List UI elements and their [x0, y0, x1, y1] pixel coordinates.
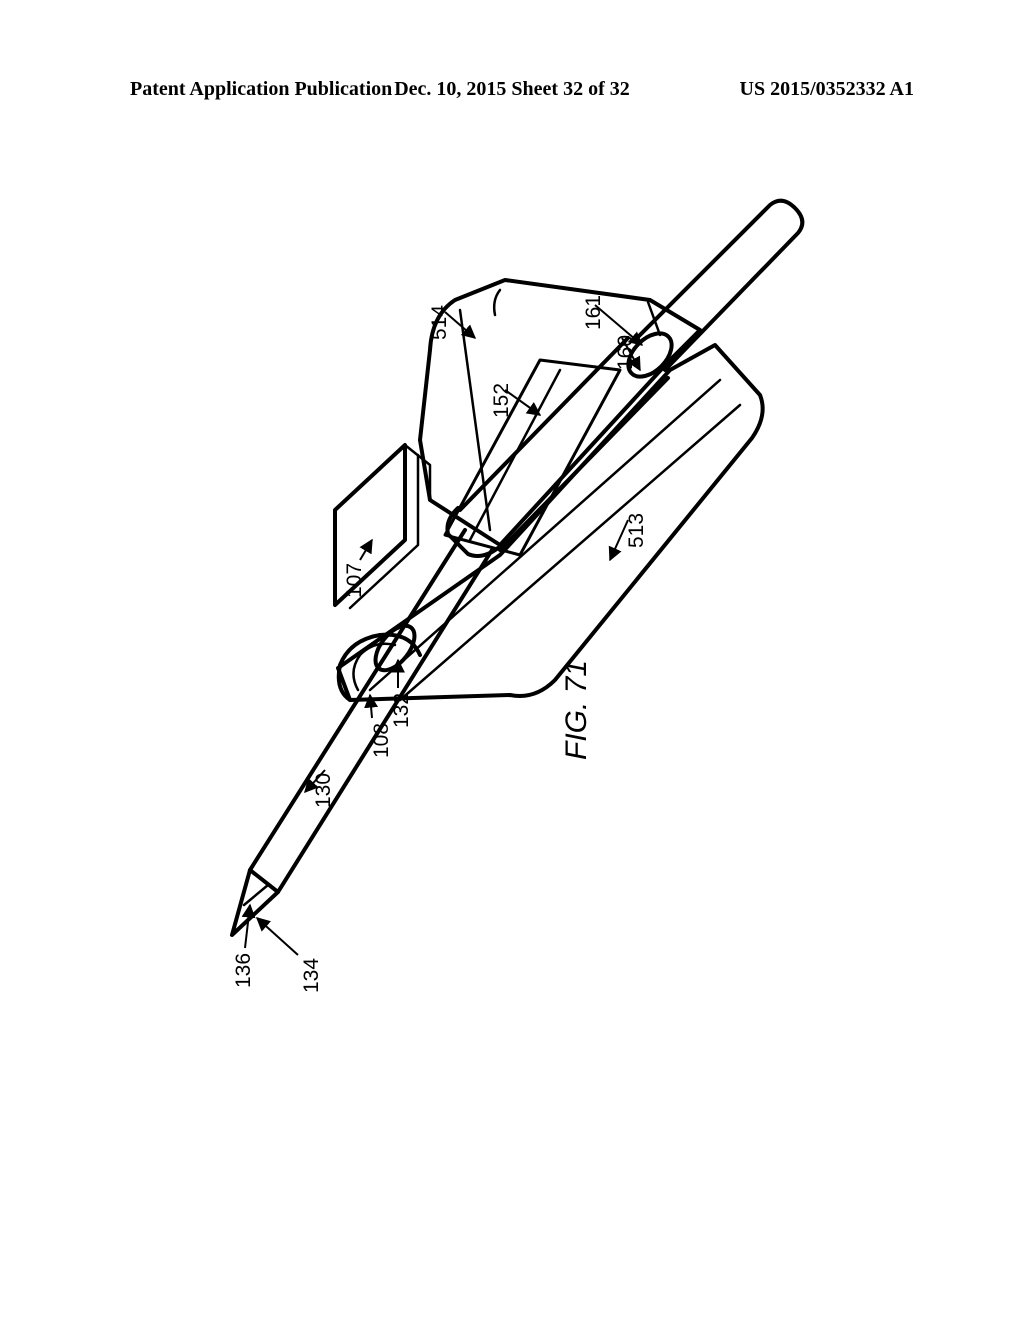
ref-160: 160	[614, 335, 638, 370]
ref-107: 107	[343, 563, 367, 598]
ref-514: 514	[428, 305, 452, 340]
ref-108: 108	[370, 723, 394, 758]
ref-130: 130	[312, 773, 336, 808]
ref-161: 161	[582, 295, 606, 330]
ref-134: 134	[300, 958, 324, 993]
patent-figure: 161 160 514 152 513 107 108 132 130 136 …	[0, 0, 1024, 1320]
ref-132: 132	[390, 693, 414, 728]
figure-svg	[0, 0, 1024, 1320]
figure-caption: FIG. 71	[560, 660, 594, 760]
ref-152: 152	[490, 383, 514, 418]
ref-136: 136	[232, 953, 256, 988]
ref-513: 513	[625, 513, 649, 548]
